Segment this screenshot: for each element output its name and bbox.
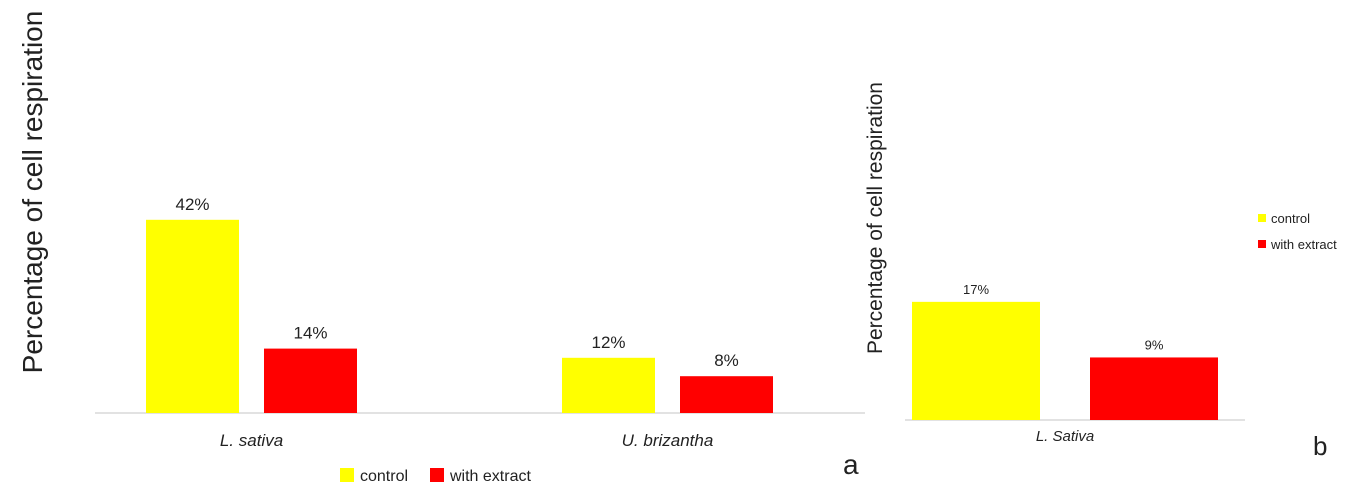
b-bar-l-sativa-control bbox=[912, 301, 1040, 420]
chart-a-data-labels: 42% 14% 12% 8% bbox=[175, 195, 738, 370]
chart-a-panel-label: a bbox=[843, 449, 859, 480]
chart-b-data-labels: 17% 9% bbox=[963, 282, 1164, 353]
a-data-label-u-brizantha-control: 12% bbox=[591, 333, 625, 352]
a-data-label-u-brizantha-with-extract: 8% bbox=[714, 351, 739, 370]
chart-a-legend: control with extract bbox=[340, 468, 531, 485]
chart-b-ylabel: Percentage of cell respiration bbox=[864, 82, 887, 354]
chart-a-legend-label-with-extract: with extract bbox=[449, 468, 531, 485]
chart-b-legend-swatch-control bbox=[1258, 214, 1266, 222]
b-bar-l-sativa-with-extract bbox=[1090, 357, 1218, 420]
chart-b-panel-label: b bbox=[1313, 431, 1327, 461]
chart-a-legend-swatch-control bbox=[340, 468, 354, 482]
chart-b-legend-label-with-extract: with extract bbox=[1270, 237, 1337, 252]
chart-b-legend-swatch-with-extract bbox=[1258, 240, 1266, 248]
chart-a-category-labels: L. sativa U. brizantha bbox=[220, 431, 713, 450]
b-data-label-l-sativa-with-extract: 9% bbox=[1145, 337, 1164, 352]
chart-a-ylabel: Percentage of cell respiration bbox=[17, 11, 48, 374]
chart-a: Percentage of cell respiration 42% 14% 12%… bbox=[17, 11, 865, 485]
chart-b: Percentage of cell respiration 17% 9% L. … bbox=[864, 82, 1337, 461]
chart-b-bars bbox=[912, 301, 1218, 420]
chart-a-legend-label-control: control bbox=[360, 468, 408, 485]
b-data-label-l-sativa-control: 17% bbox=[963, 282, 989, 297]
a-data-label-l-sativa-with-extract: 14% bbox=[293, 324, 327, 343]
chart-b-legend: control with extract bbox=[1258, 211, 1337, 252]
a-category-label-l-sativa: L. sativa bbox=[220, 431, 283, 450]
chart-b-legend-label-control: control bbox=[1271, 211, 1310, 226]
a-bar-l-sativa-with-extract bbox=[264, 348, 357, 413]
b-category-label-l-sativa: L. Sativa bbox=[1036, 428, 1094, 445]
chart-b-category-labels: L. Sativa bbox=[1036, 428, 1094, 445]
a-bar-u-brizantha-control bbox=[562, 357, 655, 413]
a-bar-l-sativa-control bbox=[146, 219, 239, 413]
chart-a-legend-swatch-with-extract bbox=[430, 468, 444, 482]
a-data-label-l-sativa-control: 42% bbox=[175, 195, 209, 214]
a-category-label-u-brizantha: U. brizantha bbox=[622, 431, 714, 450]
chart-a-bars bbox=[146, 219, 773, 413]
a-bar-u-brizantha-with-extract bbox=[680, 376, 773, 413]
